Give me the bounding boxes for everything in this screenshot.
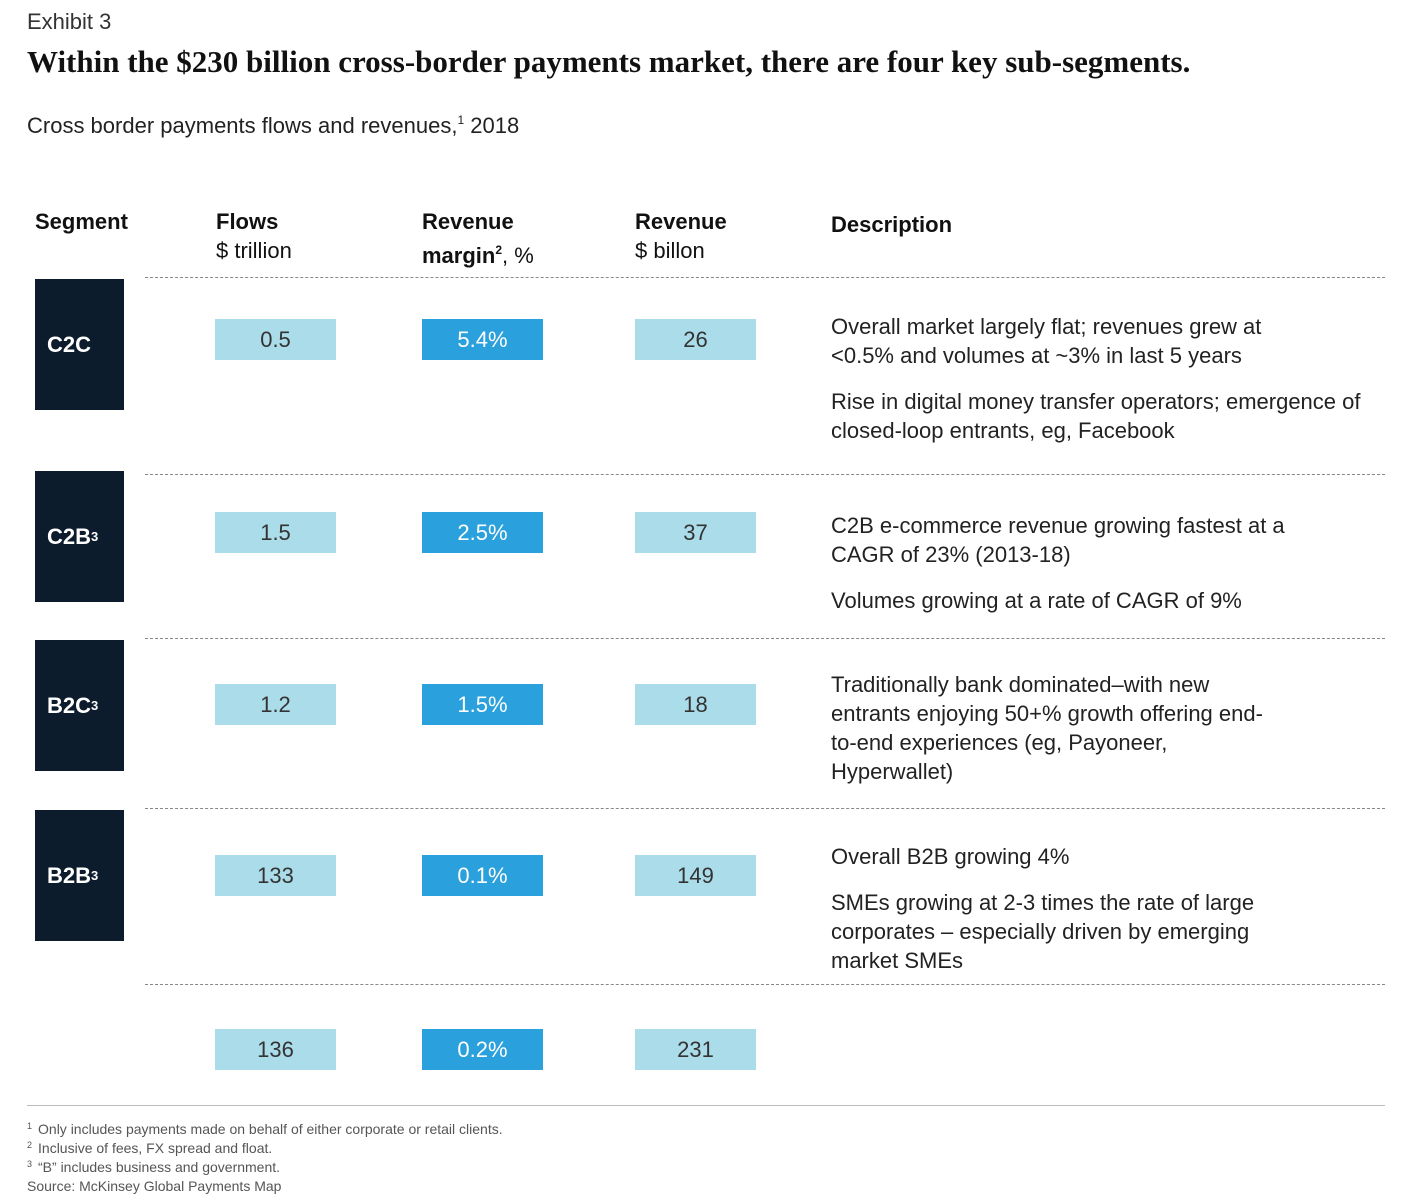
subtitle-text: Cross border payments flows and revenues…	[27, 113, 458, 138]
flows-value-c2c: 0.5	[215, 319, 336, 360]
description-text: Volumes growing at a rate of CAGR of 9%	[831, 588, 1242, 613]
subtitle-footnote-mark: 1	[457, 113, 465, 127]
description-text: SMEs growing at 2-3 times the rate of la…	[831, 890, 1255, 973]
header-flows-label: Flows	[216, 209, 279, 234]
header-revenue-unit: $ billon	[635, 238, 705, 263]
footnote-text: Only includes payments made on behalf of…	[38, 1121, 503, 1137]
revenue-value-c2c: 26	[635, 319, 756, 360]
revenue-total: 231	[635, 1029, 756, 1070]
footnote-1: 1 Only includes payments made on behalf o…	[27, 1121, 503, 1137]
segment-footnote-mark: 3	[91, 868, 99, 883]
flows-total: 136	[215, 1029, 336, 1070]
segment-label: B2C	[47, 692, 92, 718]
row-divider	[145, 277, 1385, 278]
footnote-mark: 2	[27, 1140, 33, 1150]
footnote-mark: 3	[27, 1159, 33, 1169]
segment-b2b: B2B 3	[35, 810, 124, 941]
flows-value-b2b: 133	[215, 855, 336, 896]
header-margin-label2: margin	[422, 243, 496, 268]
description-b2c: Traditionally bank dominated–with new en…	[831, 670, 1391, 803]
header-margin-label: Revenue	[422, 209, 514, 234]
revenue-value-c2b: 37	[635, 512, 756, 553]
description-c2b: C2B e-commerce revenue growing fastest a…	[831, 511, 1391, 632]
footnote-text: “B” includes business and government.	[38, 1159, 281, 1175]
chart-subtitle: Cross border payments flows and revenues…	[27, 113, 519, 139]
exhibit-label: Exhibit 3	[27, 9, 112, 34]
row-divider	[145, 474, 1385, 475]
header-revenue-label: Revenue	[635, 209, 727, 234]
row-divider	[145, 984, 1385, 985]
footnote-3: 3 “B” includes business and government.	[27, 1159, 280, 1175]
description-b2b: Overall B2B growing 4% SMEs growing at 2…	[831, 842, 1391, 992]
header-margin-footnote-mark: 2	[495, 243, 503, 257]
header-description-label: Description	[831, 212, 953, 237]
header-segment: Segment	[35, 207, 128, 236]
header-flows: Flows $ trillion	[216, 207, 292, 265]
segment-footnote-mark: 3	[91, 529, 99, 544]
margin-value-b2b: 0.1%	[422, 855, 543, 896]
margin-value-c2b: 2.5%	[422, 512, 543, 553]
chart-title: Within the $230 billion cross-border pay…	[27, 44, 1191, 79]
description-text: C2B e-commerce revenue growing fastest a…	[831, 513, 1285, 567]
segment-c2c: C2C	[35, 279, 124, 410]
header-flows-unit: $ trillion	[216, 238, 292, 263]
description-text: Traditionally bank dominated–with new en…	[831, 672, 1263, 784]
description-c2c: Overall market largely flat; revenues gr…	[831, 312, 1391, 462]
header-segment-label: Segment	[35, 209, 128, 234]
segment-c2b: C2B 3	[35, 471, 124, 602]
footnote-mark: 1	[27, 1121, 33, 1131]
segment-label: B2B	[47, 862, 92, 888]
subtitle-year: 2018	[464, 113, 520, 138]
footnote-text: Inclusive of fees, FX spread and float.	[38, 1140, 273, 1156]
description-text: Overall market largely flat; revenues gr…	[831, 314, 1262, 368]
flows-value-c2b: 1.5	[215, 512, 336, 553]
revenue-value-b2c: 18	[635, 684, 756, 725]
margin-total: 0.2%	[422, 1029, 543, 1070]
source-note: Source: McKinsey Global Payments Map	[27, 1178, 282, 1194]
description-text: Overall B2B growing 4%	[831, 844, 1070, 869]
margin-value-c2c: 5.4%	[422, 319, 543, 360]
segment-label: C2B	[47, 523, 92, 549]
row-divider	[145, 638, 1385, 639]
footer-divider	[27, 1105, 1385, 1106]
footnote-2: 2 Inclusive of fees, FX spread and float.	[27, 1140, 272, 1156]
segment-footnote-mark: 3	[91, 698, 99, 713]
revenue-value-b2b: 149	[635, 855, 756, 896]
margin-value-b2c: 1.5%	[422, 684, 543, 725]
header-description: Description	[831, 210, 952, 239]
segment-label: C2C	[47, 331, 92, 357]
header-margin-unit: , %	[502, 243, 534, 268]
header-margin: Revenue margin2, %	[422, 207, 534, 270]
segment-b2c: B2C 3	[35, 640, 124, 771]
description-text: Rise in digital money transfer operators…	[831, 389, 1361, 443]
flows-value-b2c: 1.2	[215, 684, 336, 725]
header-revenue: Revenue $ billon	[635, 207, 727, 265]
row-divider	[145, 808, 1385, 809]
